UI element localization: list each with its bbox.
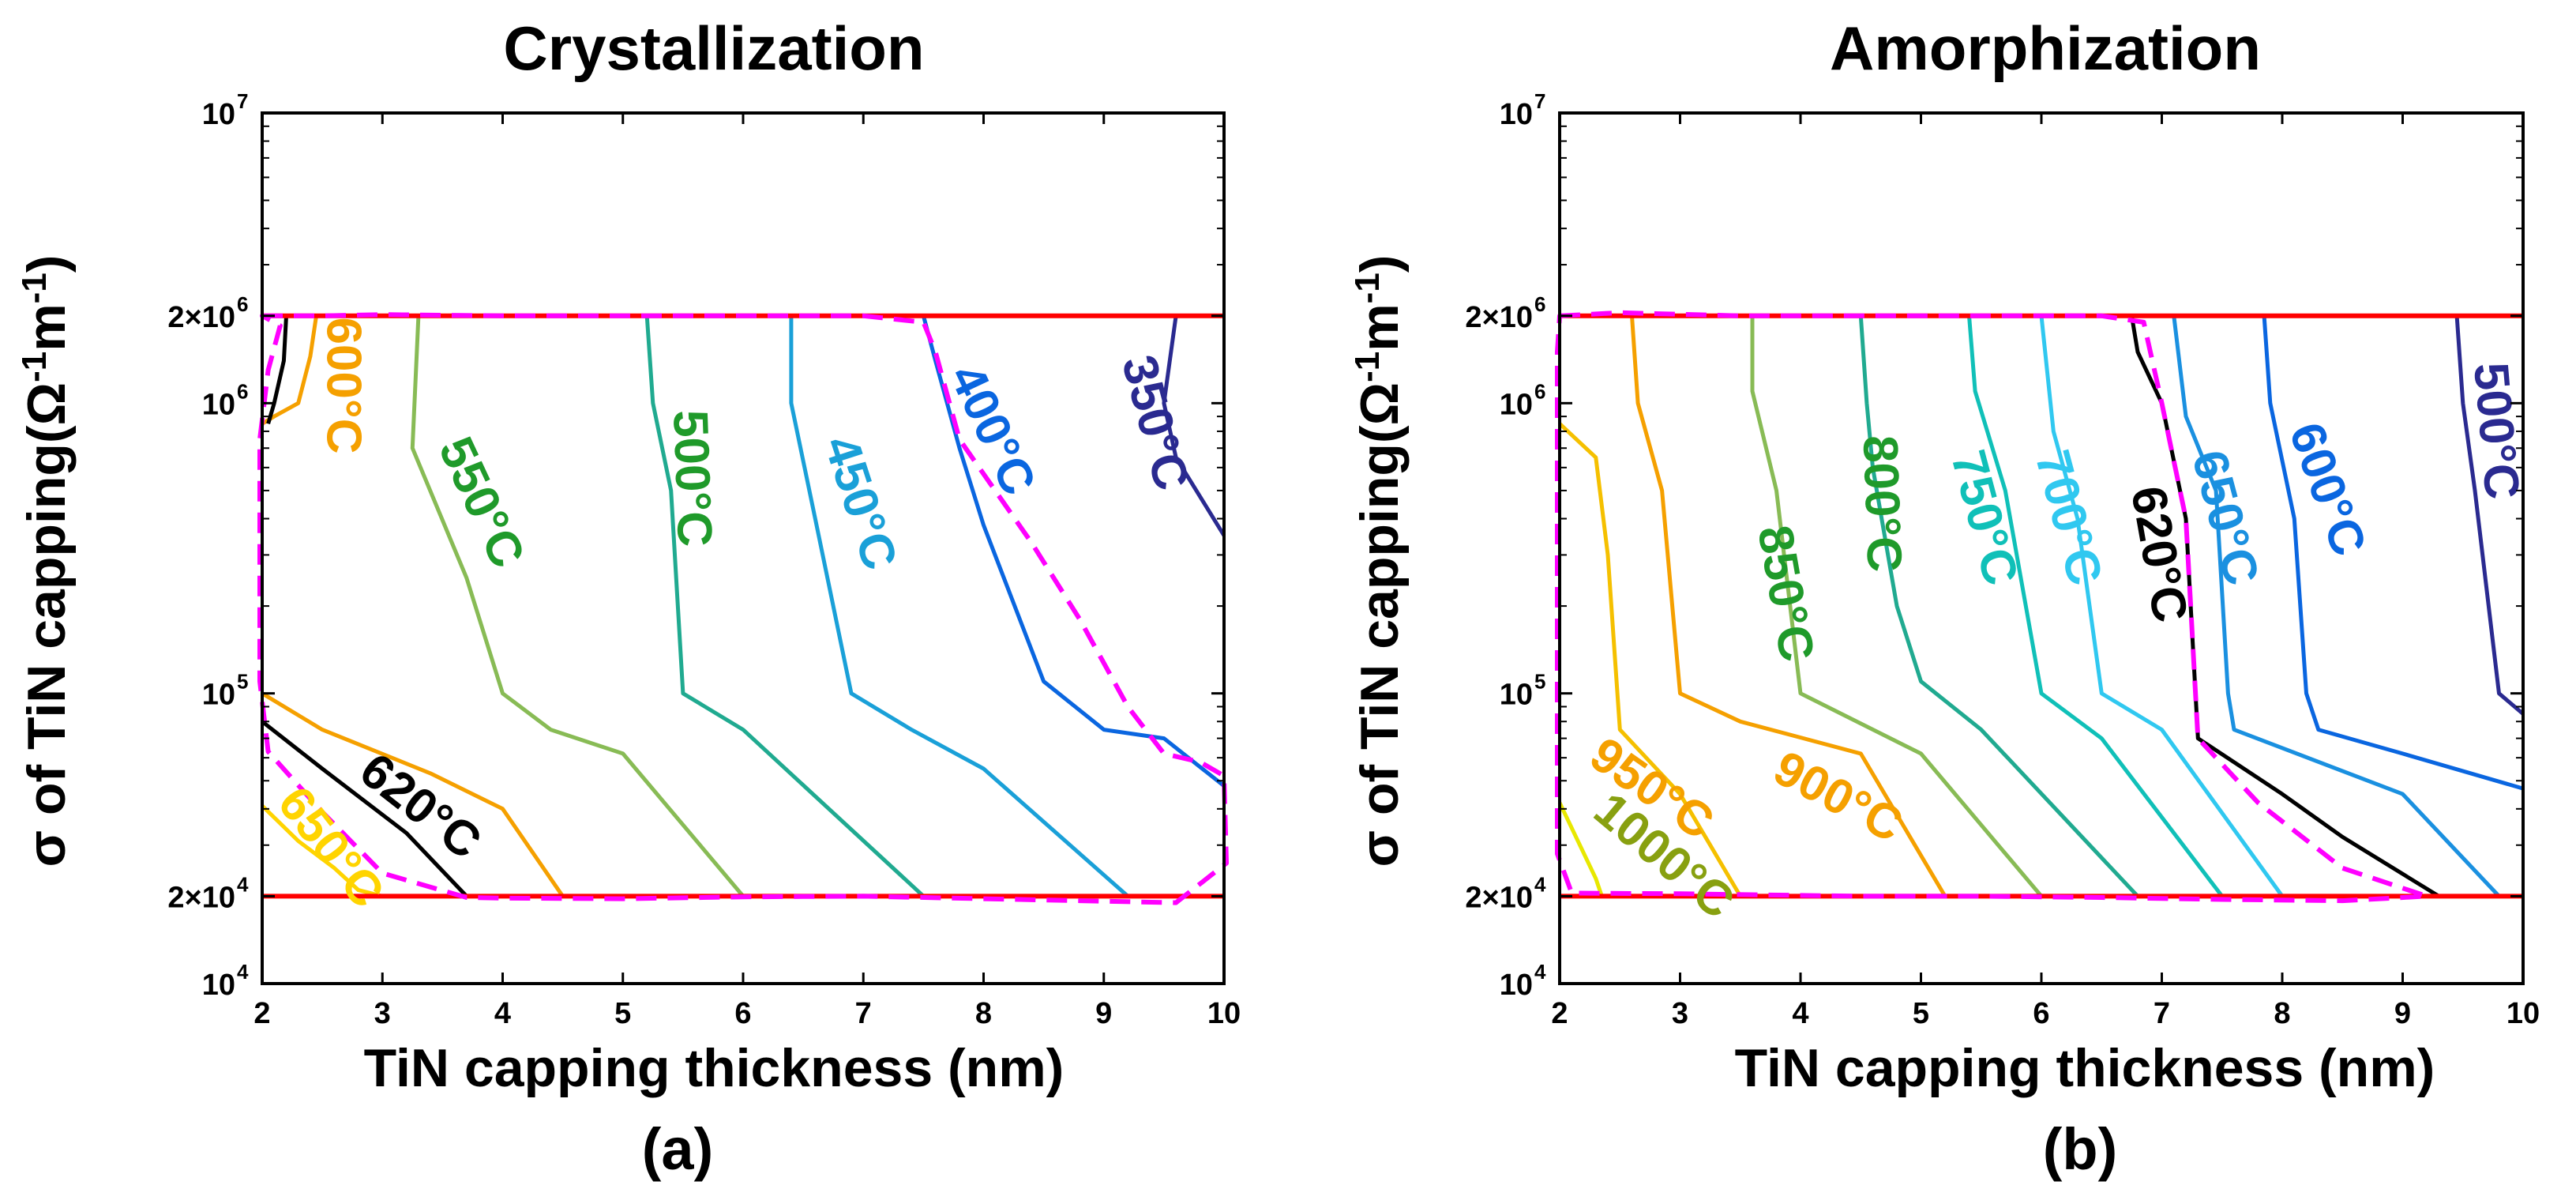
y-tick-label: 2×10 bbox=[1465, 881, 1533, 914]
x-tick-label: 5 bbox=[614, 997, 631, 1030]
contour-line-500c bbox=[644, 315, 926, 898]
x-tick-label: 6 bbox=[2033, 997, 2049, 1030]
contour-line-850c bbox=[1750, 315, 2043, 898]
x-axis-label: TiN capping thickness (nm) bbox=[364, 1038, 1065, 1098]
contour-line-1000c bbox=[1557, 802, 1604, 897]
x-tick-label: 3 bbox=[374, 997, 391, 1030]
y-label-mid: m bbox=[17, 303, 77, 351]
x-tick-label: 4 bbox=[494, 997, 511, 1030]
y-tick-label: 10 bbox=[1500, 679, 1533, 712]
contour-label: 600°C bbox=[317, 317, 371, 453]
contour-line-750c bbox=[1967, 315, 2224, 897]
panel-label: (a) bbox=[642, 1116, 713, 1182]
y-axis-label: σ of TiN capping(Ω-1m-1) bbox=[15, 255, 77, 867]
y-tick-label: 10 bbox=[202, 969, 235, 1002]
x-tick-label: 7 bbox=[2154, 997, 2170, 1030]
x-tick-label: 10 bbox=[1207, 997, 1241, 1030]
contour-line-550c bbox=[410, 315, 745, 898]
y-tick-exponent: 4 bbox=[237, 872, 249, 896]
plot-background bbox=[1560, 113, 2523, 984]
contour-line-620c bbox=[261, 720, 468, 898]
x-tick-label: 8 bbox=[975, 997, 992, 1030]
y-label-pre: σ of TiN capping(Ω bbox=[1350, 382, 1410, 867]
x-tick-label: 10 bbox=[2507, 997, 2540, 1030]
y-label-exp2: -1 bbox=[15, 273, 54, 303]
y-tick-exponent: 6 bbox=[237, 379, 248, 403]
x-tick-label: 9 bbox=[2394, 997, 2411, 1030]
contour-line-900c bbox=[1630, 315, 1947, 897]
contour-line-800c bbox=[1858, 315, 2139, 898]
process-window-boundary bbox=[1555, 310, 2429, 904]
panel-label: (b) bbox=[2043, 1116, 2118, 1182]
y-tick-label: 2×10 bbox=[167, 301, 235, 334]
x-tick-label: 8 bbox=[2274, 997, 2290, 1030]
y-label-exp2: -1 bbox=[1348, 273, 1387, 303]
y-tick-exponent: 6 bbox=[237, 292, 248, 316]
y-tick-exponent: 7 bbox=[1534, 89, 1545, 113]
contour-line-350c bbox=[1162, 315, 1226, 537]
y-tick-exponent: 4 bbox=[1534, 960, 1546, 984]
contour-label: 800°C bbox=[1853, 435, 1912, 573]
x-tick-label: 5 bbox=[1913, 997, 1929, 1030]
y-label-post: ) bbox=[1350, 255, 1410, 273]
chart-title: Crystallization bbox=[503, 13, 924, 83]
contour-line-500c bbox=[2454, 315, 2525, 716]
contour-line-650c bbox=[261, 804, 383, 898]
y-label-exp1: -1 bbox=[1348, 352, 1387, 382]
contour-line-450c bbox=[789, 315, 1129, 898]
chart-title: Amorphization bbox=[1830, 13, 2261, 83]
y-tick-exponent: 6 bbox=[1534, 379, 1545, 403]
contour-line-950c bbox=[1558, 422, 1742, 897]
y-tick-label: 2×10 bbox=[167, 881, 235, 914]
y-tick-label: 10 bbox=[202, 388, 235, 421]
contour-line-600c bbox=[261, 691, 565, 897]
x-tick-label: 4 bbox=[1792, 997, 1808, 1030]
y-tick-exponent: 4 bbox=[237, 960, 249, 984]
contour-line-650c bbox=[2172, 315, 2501, 898]
y-tick-label: 10 bbox=[202, 98, 235, 131]
y-label-mid: m bbox=[1350, 303, 1410, 351]
x-tick-label: 2 bbox=[1551, 997, 1568, 1030]
y-label-exp1: -1 bbox=[15, 352, 54, 382]
x-tick-label: 7 bbox=[855, 997, 872, 1030]
y-tick-label: 10 bbox=[202, 679, 235, 712]
y-tick-label: 2×10 bbox=[1465, 301, 1533, 334]
y-tick-exponent: 5 bbox=[1534, 670, 1545, 694]
y-label-pre: σ of TiN capping(Ω bbox=[17, 382, 77, 867]
y-tick-exponent: 6 bbox=[1534, 292, 1545, 316]
contour-line-700c bbox=[2039, 315, 2285, 897]
x-tick-label: 9 bbox=[1095, 997, 1112, 1030]
y-tick-exponent: 5 bbox=[237, 670, 248, 694]
y-tick-label: 10 bbox=[1500, 969, 1533, 1002]
y-tick-label: 10 bbox=[1500, 98, 1533, 131]
y-label-post: ) bbox=[17, 255, 77, 273]
y-tick-label: 10 bbox=[1500, 388, 1533, 421]
y-tick-exponent: 7 bbox=[237, 89, 248, 113]
x-tick-label: 3 bbox=[1672, 997, 1688, 1030]
contour-label: 500°C bbox=[663, 409, 722, 547]
contour-line-620c bbox=[266, 315, 288, 425]
y-tick-exponent: 4 bbox=[1534, 872, 1546, 896]
contour-line-600c bbox=[2262, 315, 2524, 791]
y-axis-label: σ of TiN capping(Ω-1m-1) bbox=[1348, 255, 1410, 867]
x-tick-label: 2 bbox=[253, 997, 270, 1030]
x-axis-label: TiN capping thickness (nm) bbox=[1735, 1038, 2435, 1098]
x-tick-label: 6 bbox=[734, 997, 751, 1030]
